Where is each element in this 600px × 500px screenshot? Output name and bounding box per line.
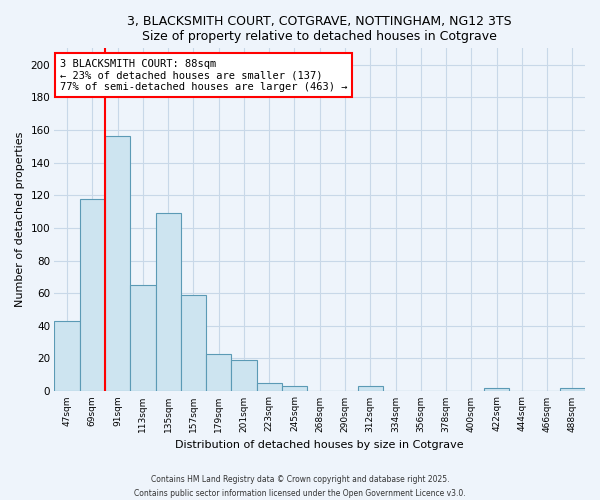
Bar (232, 360, 257, 391)
Text: Contains HM Land Registry data © Crown copyright and database right 2025.
Contai: Contains HM Land Registry data © Crown c… (134, 476, 466, 498)
Bar (257, 383, 282, 391)
Bar (155, 213, 181, 391)
Title: 3, BLACKSMITH COURT, COTGRAVE, NOTTINGHAM, NG12 3TS
Size of property relative to: 3, BLACKSMITH COURT, COTGRAVE, NOTTINGHA… (127, 15, 512, 43)
Bar (484, 388, 509, 391)
Bar (105, 136, 130, 391)
Bar (282, 386, 307, 391)
Bar (358, 386, 383, 391)
X-axis label: Distribution of detached houses by size in Cotgrave: Distribution of detached houses by size … (175, 440, 464, 450)
Y-axis label: Number of detached properties: Number of detached properties (15, 132, 25, 308)
Text: 3 BLACKSMITH COURT: 88sqm
← 23% of detached houses are smaller (137)
77% of semi: 3 BLACKSMITH COURT: 88sqm ← 23% of detac… (60, 58, 347, 92)
Bar (80, 198, 105, 391)
Bar (206, 354, 232, 391)
Bar (181, 295, 206, 391)
Bar (55, 321, 80, 391)
Bar (130, 285, 155, 391)
Bar (560, 388, 585, 391)
